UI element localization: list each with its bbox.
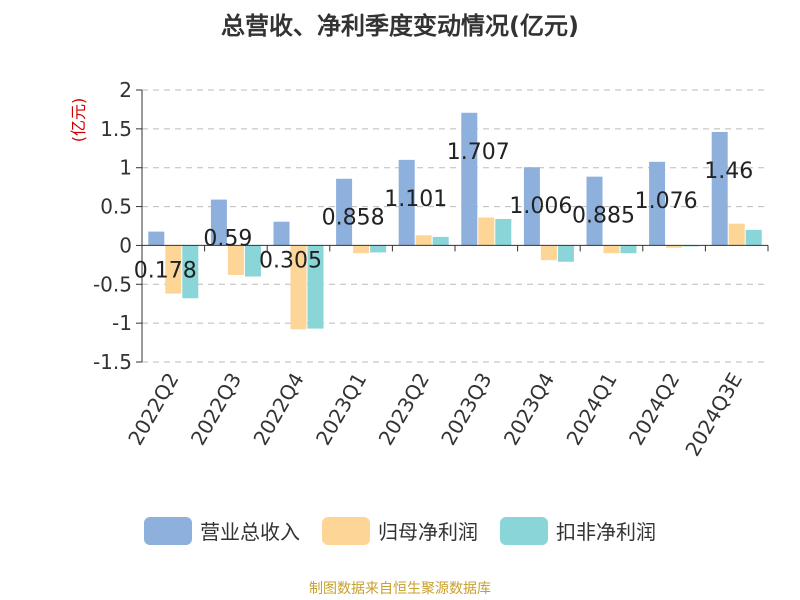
y-tick-label: 1 [119,156,132,180]
data-label: 1.46 [704,159,753,184]
bar-deducted-profit [432,236,449,246]
bar-deducted-profit [307,245,324,329]
legend-swatch-deducted-profit [500,516,548,545]
legend-label-revenue: 营业总收入 [200,520,300,544]
bar-revenue [461,112,478,246]
x-tick-label: 2022Q2 [123,369,183,450]
x-tick-label: 2024Q3E [680,369,747,461]
legend-label-deducted-profit: 扣非净利润 [556,520,656,544]
data-label: 1.101 [384,187,447,212]
bar-net-profit [227,245,244,275]
y-tick-label: -0.5 [93,272,132,296]
bar-deducted-profit [745,229,762,246]
bar-revenue [649,161,666,246]
bar-revenue [398,159,415,246]
legend: 营业总收入 归母净利润 扣非净利润 [0,516,800,545]
legend-swatch-revenue [144,516,192,545]
bar-revenue [273,221,290,246]
legend-swatch-net-profit [322,516,370,545]
bar-net-profit [478,217,495,246]
x-tick-label: 2022Q4 [248,369,308,450]
data-label: 0.178 [134,259,197,284]
legend-item-deducted-profit[interactable]: 扣非净利润 [500,516,656,545]
bar-net-profit [540,245,557,261]
data-label: 0.305 [259,249,322,274]
x-tick-label: 2023Q4 [499,369,559,450]
x-tick-label: 2023Q2 [374,369,434,450]
y-tick-label: -1 [112,311,132,335]
bar-net-profit [728,223,745,246]
legend-item-revenue[interactable]: 营业总收入 [144,516,300,545]
bar-deducted-profit [495,219,512,246]
bar-deducted-profit [557,245,574,262]
bar-deducted-profit [370,245,387,253]
x-tick-label: 2024Q1 [561,369,621,450]
bar-net-profit [666,245,683,248]
bar-net-profit [165,245,182,294]
data-label: 1.006 [509,194,572,219]
bar-revenue [711,131,728,246]
y-tick-label: -1.5 [93,350,132,374]
legend-label-net-profit: 归母净利润 [378,520,478,544]
bar-net-profit [603,245,620,254]
y-tick-label: 1.5 [100,117,132,141]
bar-revenue [210,199,227,246]
bar-net-profit [415,235,432,246]
bar-revenue [586,176,603,246]
x-tick-label: 2024Q2 [624,369,684,450]
bar-revenue [523,167,540,246]
y-tick-label: 0 [119,233,132,257]
x-tick-label: 2022Q3 [186,369,246,450]
chart-title: 总营收、净利季度变动情况(亿元) [221,12,579,40]
bar-deducted-profit [620,245,637,254]
bar-net-profit [290,245,307,330]
data-label: 0.59 [203,227,252,252]
x-tick-label: 2023Q1 [311,369,371,450]
data-label: 1.076 [635,189,698,214]
bar-revenue [148,231,165,246]
y-axis-label: (亿元) [69,98,88,143]
data-label: 1.707 [447,140,510,165]
legend-item-net-profit[interactable]: 归母净利润 [322,516,478,545]
bar-net-profit [353,245,370,254]
y-tick-label: 0.5 [100,195,132,219]
x-tick-label: 2023Q3 [436,369,496,450]
data-label: 0.858 [322,206,385,231]
bar-deducted-profit [182,245,199,299]
y-tick-label: 2 [119,78,132,102]
data-label: 0.885 [572,204,635,229]
source-note: 制图数据来自恒生聚源数据库 [309,581,491,597]
bar-deducted-profit [244,245,261,277]
bar-revenue [336,178,353,246]
